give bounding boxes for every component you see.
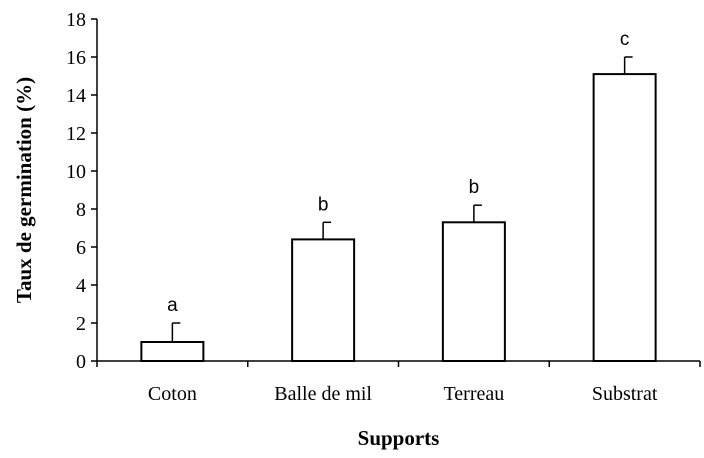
y-axis-title: Taux de germination (%) xyxy=(12,77,36,303)
y-tick-label: 14 xyxy=(66,85,86,107)
significance-letter: a xyxy=(167,295,178,316)
x-tick-label: Balle de mil xyxy=(274,383,372,405)
x-tick-label: Substrat xyxy=(592,383,658,405)
y-tick-label: 6 xyxy=(76,237,86,259)
bar xyxy=(441,221,506,362)
bar xyxy=(140,341,205,362)
y-tick-label: 12 xyxy=(66,123,86,145)
significance-letter: c xyxy=(620,29,630,50)
y-tick-label: 4 xyxy=(76,275,86,297)
significance-letter: b xyxy=(318,194,329,215)
y-tick-label: 8 xyxy=(76,199,86,221)
y-tick-label: 10 xyxy=(66,161,86,183)
y-tick-label: 0 xyxy=(76,351,86,373)
bar xyxy=(592,73,657,362)
bar xyxy=(291,238,356,362)
x-axis-ticks: Coton Balle de mil Terreau Substrat xyxy=(96,361,701,405)
bars-group: a b b c xyxy=(140,29,657,362)
y-axis-ticks: 0 2 4 6 8 10 12 14 16 18 xyxy=(66,9,97,373)
x-axis-title: Supports xyxy=(358,426,440,450)
x-tick-label: Terreau xyxy=(443,383,504,405)
y-tick-label: 16 xyxy=(66,47,86,69)
y-tick-label: 18 xyxy=(66,9,86,31)
x-tick-label: Coton xyxy=(148,383,197,405)
y-tick-label: 2 xyxy=(76,313,86,335)
significance-letter: b xyxy=(469,177,480,198)
